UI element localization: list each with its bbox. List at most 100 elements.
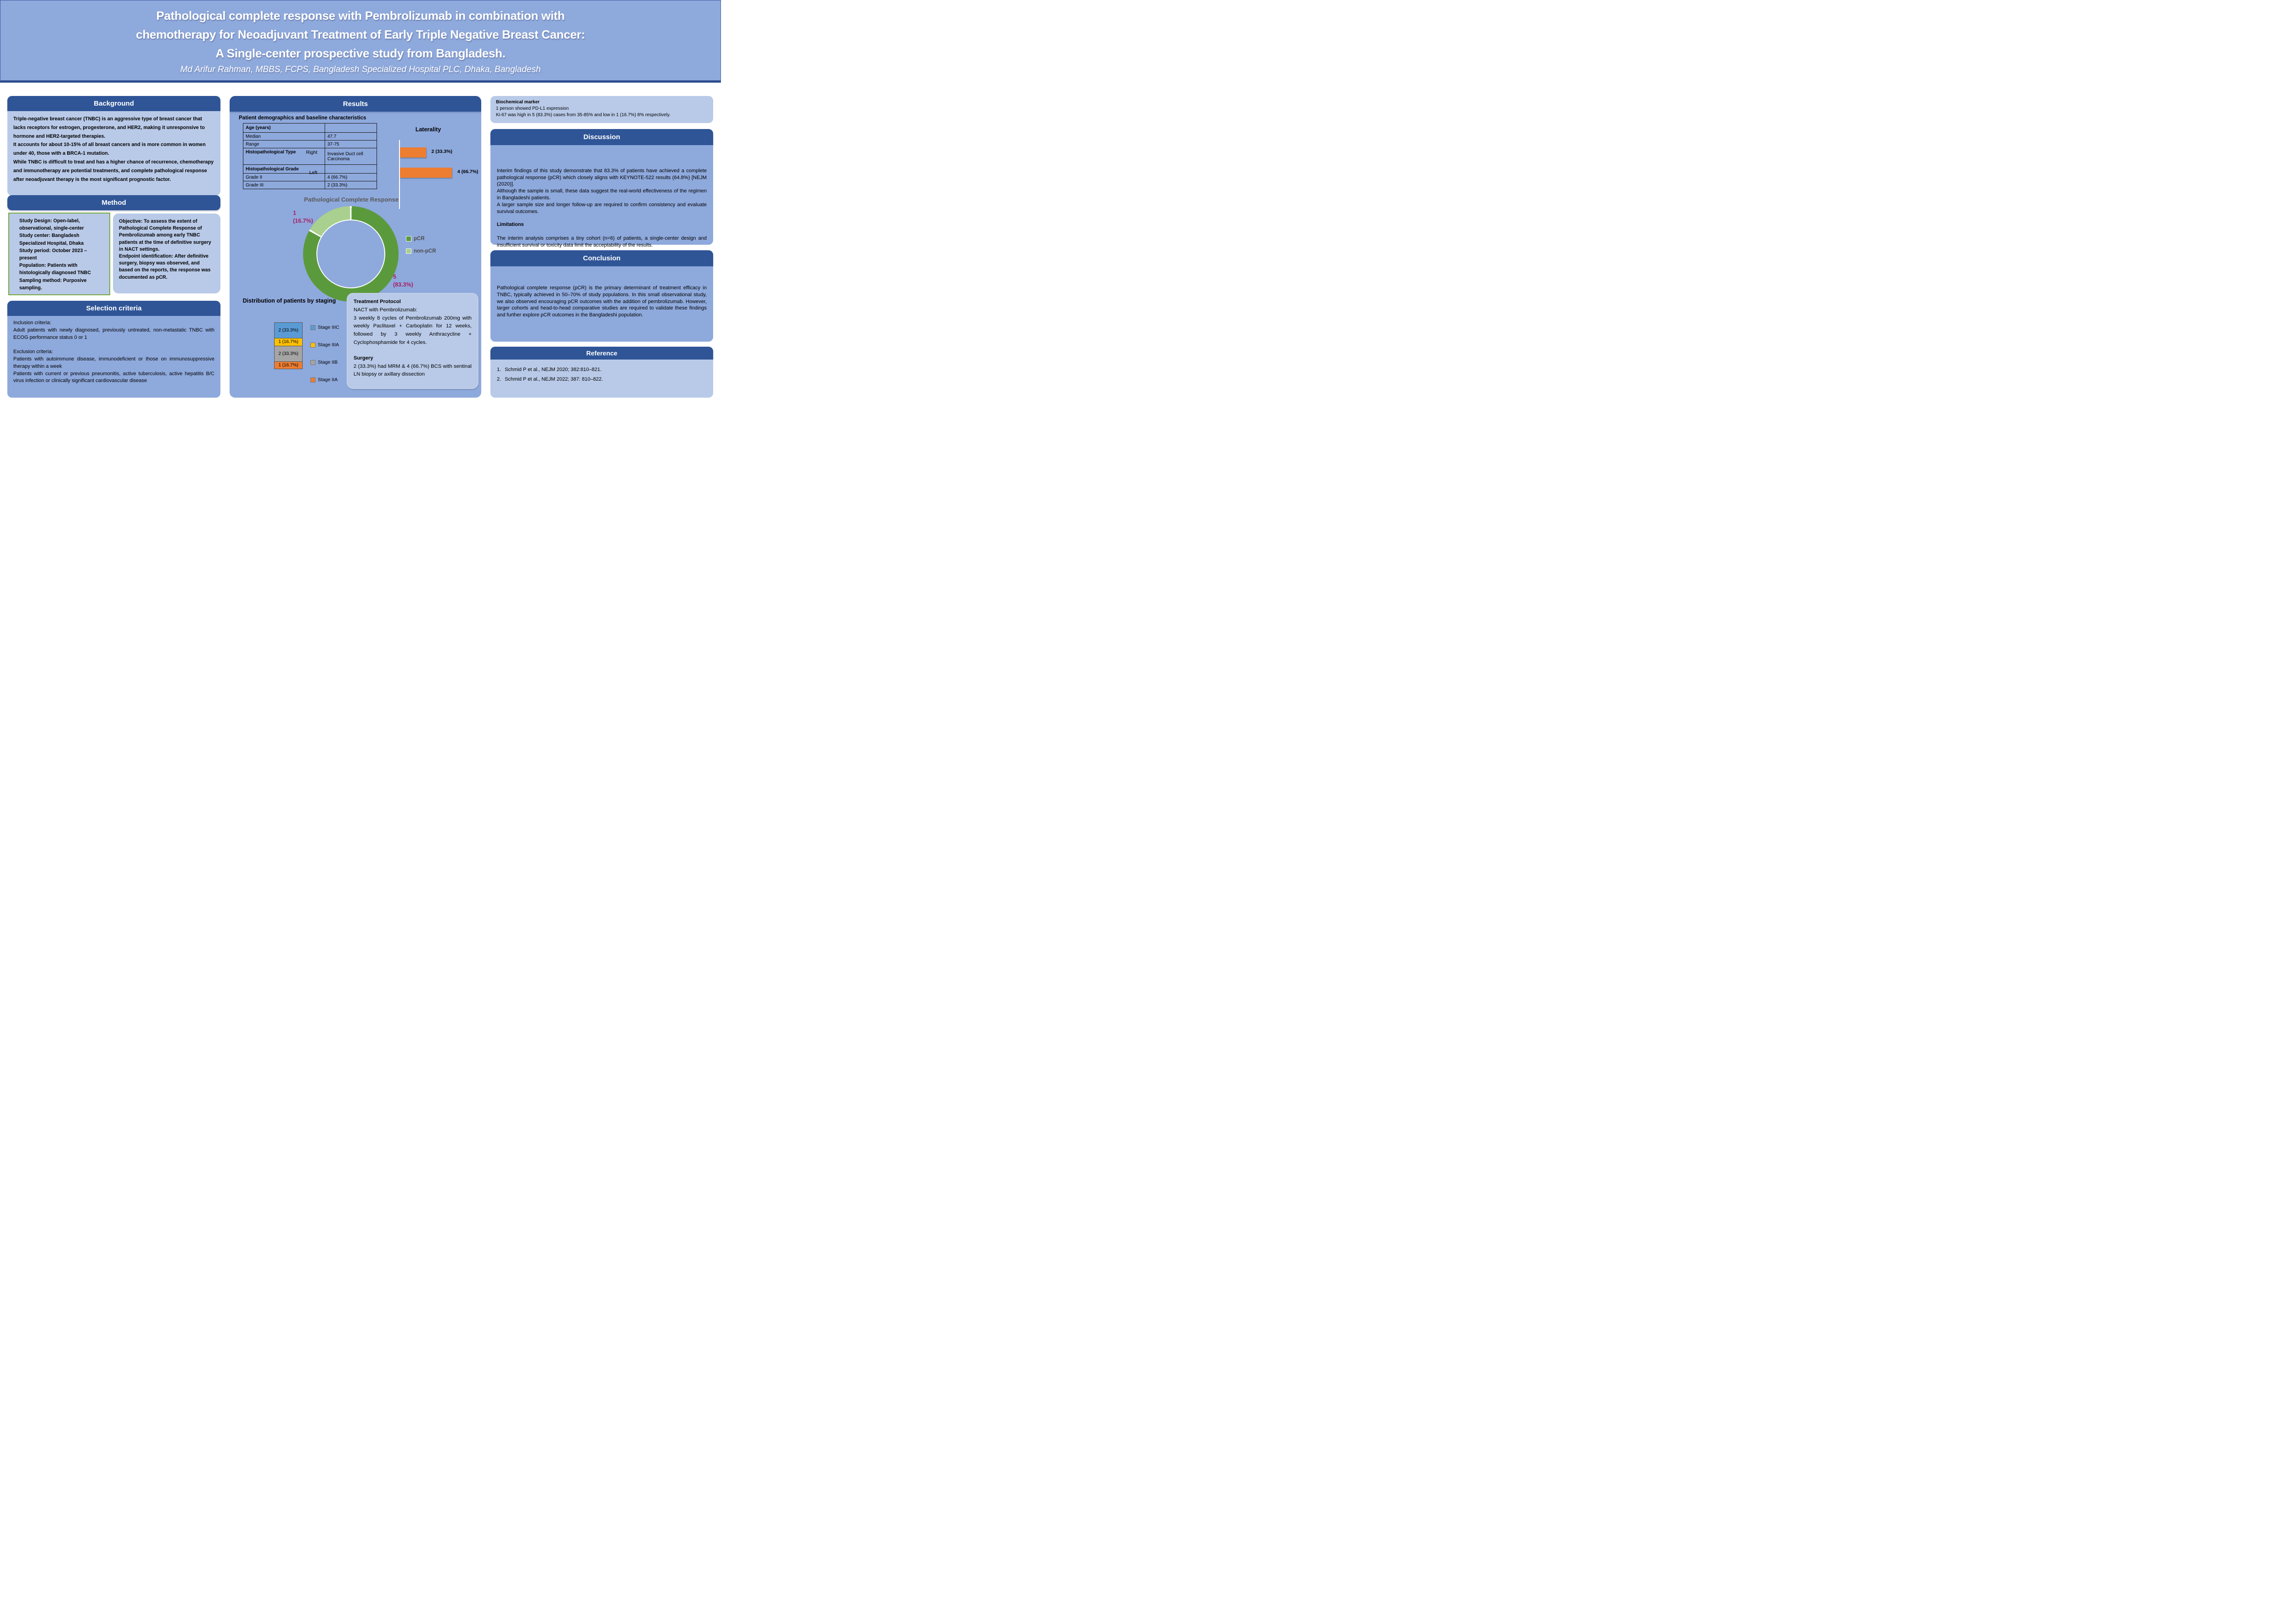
staging-legend-swatch: [310, 360, 315, 365]
biochemical-line-1: 1 person showed PD-L1 expression: [496, 106, 569, 111]
left-column: Background Triple-negative breast cancer…: [7, 96, 220, 398]
laterality-chart-title: Laterality: [415, 126, 441, 133]
right-column: Biochemical marker 1 person showed PD-L1…: [490, 96, 713, 398]
poster-title-line-2: chemotherapy for Neoadjuvant Treatment o…: [136, 28, 585, 41]
author-line: Md Arifur Rahman, MBBS, FCPS, Bangladesh…: [180, 65, 541, 74]
limitations-title: Limitations: [497, 222, 524, 228]
poster-page: Pathological complete response with Pemb…: [0, 0, 721, 405]
table-row: Age (years): [243, 123, 377, 133]
laterality-category-label: Left: [309, 170, 317, 175]
reference-text: Schmid P et al., NEJM 2020; 382:810–821.: [505, 367, 602, 372]
reference-number: 2.: [497, 377, 501, 382]
results-panel: Results Patient demographics and baselin…: [230, 96, 481, 398]
table-cell: 2 (33.3%): [325, 181, 377, 189]
limitations-text: The interim analysis comprises a tiny co…: [497, 235, 707, 248]
laterality-axis-line: [399, 140, 400, 209]
treatment-protocol-text: NACT with Pembrolizumab: 3 weekly 8 cycl…: [354, 307, 472, 345]
staging-legend-swatch: [310, 325, 315, 330]
conclusion-text: Pathological complete response (pCR) is …: [497, 285, 707, 318]
staging-chart-title: Distribution of patients by staging: [242, 298, 336, 304]
staging-segment-iiic: 2 (33.3%): [274, 322, 303, 338]
laterality-bar-left: [400, 168, 452, 178]
treatment-protocol-title: Treatment Protocol: [354, 299, 401, 304]
laterality-value-label: 2 (33.3%): [431, 149, 453, 154]
method-study-design-box: Study Design: Open-label, observational,…: [8, 213, 110, 295]
table-cell: Age (years): [243, 123, 325, 133]
discussion-text: Interim findings of this study demonstra…: [497, 168, 707, 214]
surgery-title: Surgery: [354, 355, 373, 361]
table-cell: Histopathological Type: [243, 148, 325, 165]
table-cell: Median: [243, 132, 325, 141]
table-cell: [325, 164, 377, 174]
poster-title-line-1: Pathological complete response with Pemb…: [156, 9, 565, 22]
table-row: Histopathological Type Invasive Duct cell…: [243, 148, 377, 165]
reference-item: 2. Schmid P et al., NEJM 2022; 387: 810–…: [497, 376, 709, 383]
pcr-donut-chart: [303, 206, 399, 302]
biochemical-line-2: Ki-67 was high in 5 (83.3%) cases from 3…: [496, 112, 670, 118]
staging-legend-item: Stage IIB: [310, 360, 338, 365]
laterality-value-label: 4 (66.7%): [457, 169, 478, 174]
biochemical-marker-box: Biochemical marker 1 person showed PD-L1…: [490, 96, 713, 123]
method-study-design-text: Study Design: Open-label, observational,…: [19, 218, 91, 291]
table-cell: 37-75: [325, 140, 377, 148]
reference-number: 1.: [497, 367, 501, 372]
donut-label-non-pcr: 1 (16.7%): [293, 210, 313, 224]
selection-criteria-body: Inclusion criteria: Adult patients with …: [7, 316, 220, 398]
table-row: Range 37-75: [243, 140, 377, 148]
conclusion-section-body: Pathological complete response (pCR) is …: [490, 266, 713, 342]
table-cell: Grade III: [243, 181, 325, 189]
staging-legend-label: Stage IIB: [318, 360, 338, 365]
treatment-protocol-box: Treatment Protocol NACT with Pembrolizum…: [347, 293, 478, 389]
discussion-section-header: Discussion: [490, 129, 713, 145]
method-objective-text: Objective: To assess the extent of Patho…: [119, 219, 211, 280]
background-section-body: Triple-negative breast cancer (TNBC) is …: [7, 111, 220, 196]
staging-legend-item: Stage IIIA: [310, 342, 339, 348]
demographics-table-title: Patient demographics and baseline charac…: [239, 115, 366, 121]
legend-swatch-non-pcr: [406, 248, 411, 254]
poster-title-line-3: A Single-center prospective study from B…: [215, 46, 506, 60]
table-cell: 47.7: [325, 132, 377, 141]
legend-label-pcr: pCR: [414, 236, 425, 242]
staging-legend-label: Stage IIIC: [318, 325, 339, 330]
legend-item-non-pcr: non-pCR: [406, 248, 436, 254]
background-section-header: Background: [7, 96, 220, 111]
laterality-category-label: Right: [306, 150, 317, 155]
results-section-header: Results: [230, 96, 481, 112]
reference-text: Schmid P et al., NEJM 2022; 387: 810–822…: [505, 377, 603, 382]
surgery-text: 2 (33.3%) had MRM & 4 (66.7%) BCS with s…: [354, 363, 472, 377]
staging-stacked-bar: 2 (33.3%) 1 (16.7%) 2 (33.3%) 1 (16.7%): [274, 322, 303, 369]
staging-legend-item: Stage IIA: [310, 377, 338, 382]
laterality-chart: Laterality Right 2 (33.3%) Left 4 (66.7%…: [306, 120, 480, 225]
method-section-header: Method: [7, 195, 220, 210]
legend-label-non-pcr: non-pCR: [414, 248, 436, 254]
table-cell: Invasive Duct cell Carcinoma: [325, 148, 377, 165]
table-cell: 4 (66.7%): [325, 173, 377, 181]
background-text: Triple-negative breast cancer (TNBC) is …: [13, 116, 214, 182]
table-row: Median 47.7: [243, 132, 377, 141]
staging-legend-label: Stage IIA: [318, 377, 338, 382]
staging-legend-item: Stage IIIC: [310, 325, 339, 330]
table-cell: Range: [243, 140, 325, 148]
staging-legend-label: Stage IIIA: [318, 342, 339, 348]
biochemical-marker-title: Biochemical marker: [496, 100, 540, 105]
reference-section-body: 1. Schmid P et al., NEJM 2020; 382:810–8…: [490, 360, 713, 398]
method-objective-box: Objective: To assess the extent of Patho…: [113, 214, 220, 293]
selection-criteria-header: Selection criteria: [7, 301, 220, 316]
selection-criteria-text: Inclusion criteria: Adult patients with …: [13, 320, 214, 384]
demographics-table: Age (years) Median 47.7 Range 37-75 Histop…: [243, 123, 377, 189]
legend-swatch-pcr: [406, 236, 411, 242]
donut-label-pcr: 5 (83.3%): [393, 274, 413, 288]
staging-segment-iib: 2 (33.3%): [274, 345, 303, 362]
title-banner: Pathological complete response with Pemb…: [0, 0, 721, 83]
legend-item-pcr: pCR: [406, 236, 425, 242]
staging-legend-swatch: [310, 377, 315, 382]
discussion-section-body: Interim findings of this study demonstra…: [490, 145, 713, 248]
staging-segment-iia: 1 (16.7%): [274, 361, 303, 369]
table-cell: [325, 123, 377, 133]
staging-legend-swatch: [310, 342, 315, 348]
reference-item: 1. Schmid P et al., NEJM 2020; 382:810–8…: [497, 366, 709, 373]
conclusion-section-header: Conclusion: [490, 250, 713, 266]
reference-section-header: Reference: [490, 347, 713, 360]
pcr-donut-title: Pathological Complete Response: [304, 196, 399, 203]
table-row: Grade III 2 (33.3%): [243, 181, 377, 189]
